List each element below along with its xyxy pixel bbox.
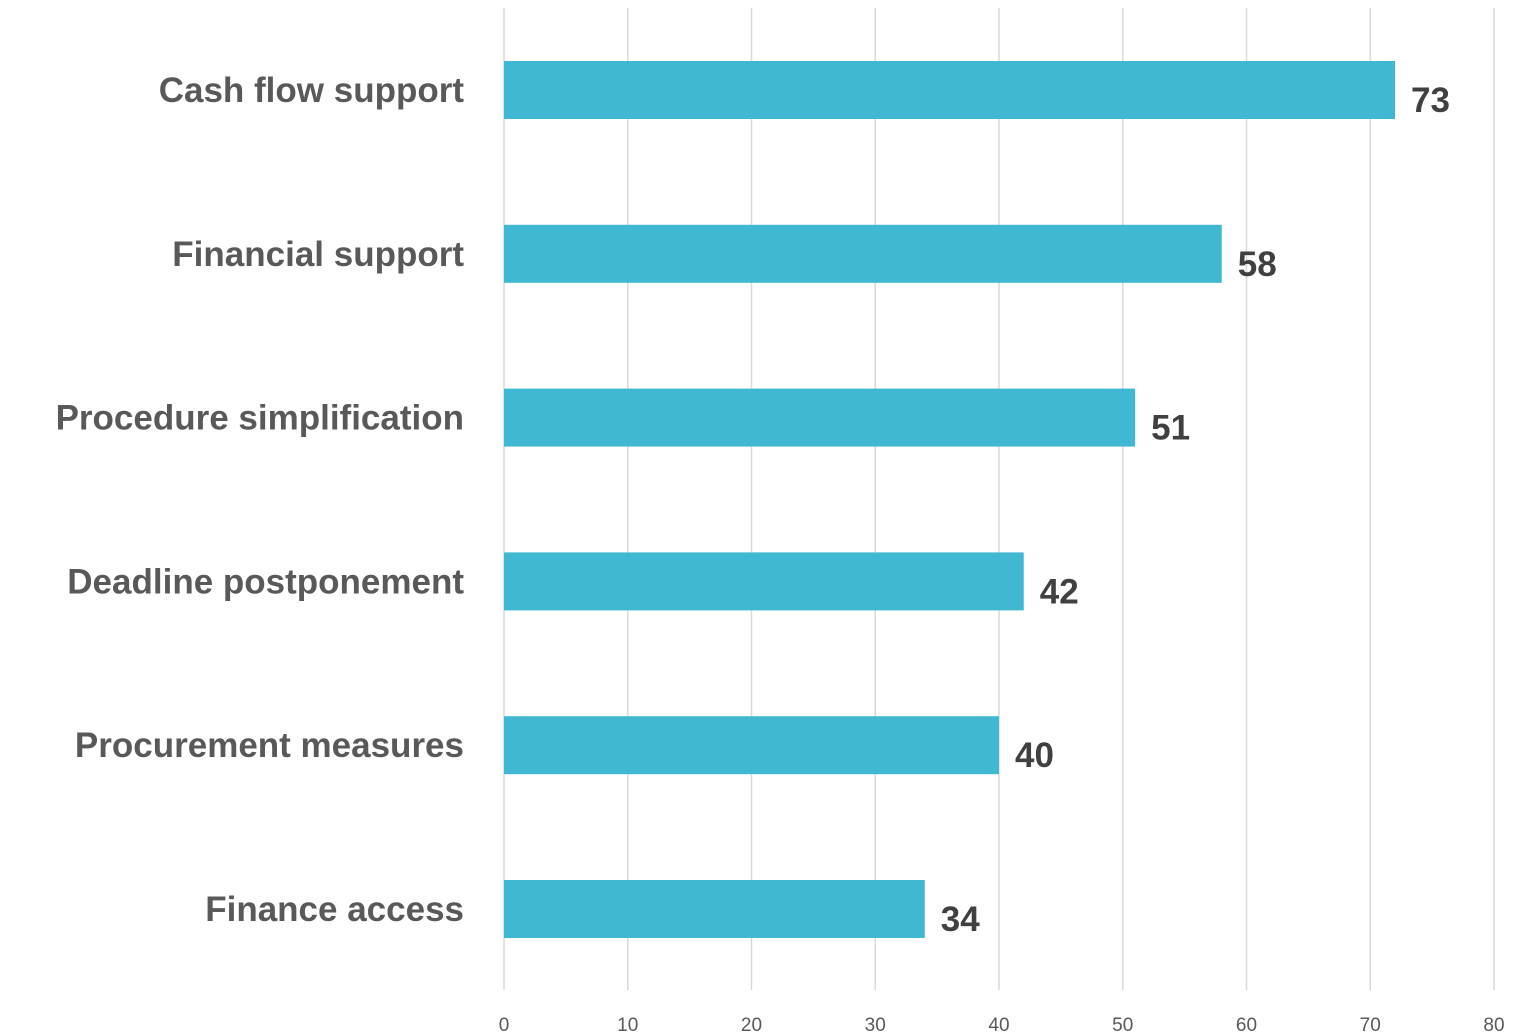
data-label: 40: [1015, 736, 1054, 775]
data-label: 58: [1238, 245, 1277, 284]
x-axis-ticks: 0 10 20 30 40 50 60 70 80: [499, 1015, 1505, 1036]
x-tick-label: 60: [1236, 1015, 1257, 1036]
data-label: 42: [1040, 572, 1079, 611]
bar: [504, 716, 999, 775]
category-label: Cash flow support: [159, 71, 465, 110]
x-tick-label: 50: [1112, 1015, 1133, 1036]
x-tick-label: 80: [1483, 1015, 1504, 1036]
bar: [504, 388, 1136, 447]
bar: [504, 552, 1024, 611]
category-labels: Cash flow support Financial support Proced…: [56, 71, 465, 929]
data-label: 34: [941, 900, 980, 939]
bar: [504, 880, 925, 938]
x-tick-label: 30: [865, 1015, 886, 1036]
category-label: Financial support: [172, 235, 464, 274]
bar: [504, 61, 1395, 119]
x-tick-label: 40: [988, 1015, 1009, 1036]
gridlines: [503, 8, 1495, 990]
x-tick-label: 10: [617, 1015, 638, 1036]
category-label: Finance access: [205, 890, 464, 929]
data-label: 51: [1151, 409, 1190, 448]
x-tick-label: 70: [1360, 1015, 1381, 1036]
x-tick-label: 20: [741, 1015, 762, 1036]
x-tick-label: 0: [499, 1015, 510, 1036]
category-label: Procurement measures: [75, 726, 464, 765]
category-label: Procedure simplification: [56, 399, 464, 438]
bar: [504, 224, 1222, 283]
value-labels: 73 58 51 42 40 34: [941, 81, 1450, 939]
data-label: 73: [1411, 81, 1450, 120]
bars: [504, 61, 1395, 938]
category-label: Deadline postponement: [67, 562, 464, 601]
